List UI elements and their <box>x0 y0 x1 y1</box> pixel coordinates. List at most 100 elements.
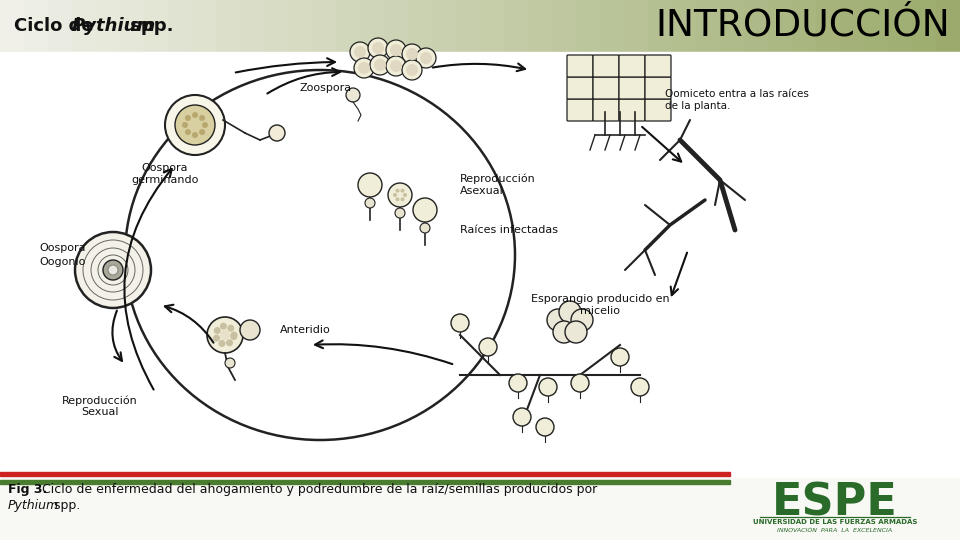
Circle shape <box>199 115 205 121</box>
Bar <box>648 0 673 52</box>
Bar <box>192 0 217 52</box>
Circle shape <box>354 58 374 78</box>
Bar <box>912 0 937 52</box>
Circle shape <box>199 129 205 135</box>
Circle shape <box>225 358 235 368</box>
Text: ESPE: ESPE <box>772 482 898 525</box>
Bar <box>0 52 960 478</box>
Circle shape <box>220 322 227 329</box>
Bar <box>408 0 433 52</box>
FancyBboxPatch shape <box>619 77 645 99</box>
Bar <box>24 0 49 52</box>
Bar <box>0 472 730 476</box>
Circle shape <box>346 88 360 102</box>
Text: Esporangio producido en
micelio: Esporangio producido en micelio <box>531 294 669 316</box>
Bar <box>168 0 193 52</box>
Bar <box>840 0 865 52</box>
FancyBboxPatch shape <box>593 55 619 77</box>
Circle shape <box>513 408 531 426</box>
Bar <box>384 0 409 52</box>
Bar <box>624 0 649 52</box>
Bar <box>48 0 73 52</box>
Circle shape <box>403 193 407 197</box>
Bar <box>744 0 769 52</box>
Circle shape <box>230 332 237 339</box>
Bar <box>576 0 601 52</box>
Circle shape <box>386 56 406 76</box>
Bar <box>888 0 913 52</box>
Text: Oogonio: Oogonio <box>39 257 86 267</box>
Circle shape <box>402 60 422 80</box>
Circle shape <box>611 348 629 366</box>
Text: Zoospora: Zoospora <box>300 83 352 93</box>
Circle shape <box>220 330 230 340</box>
Circle shape <box>219 340 226 347</box>
Circle shape <box>400 188 404 193</box>
Text: Raíces infectadas: Raíces infectadas <box>460 225 558 235</box>
Bar <box>768 0 793 52</box>
Circle shape <box>565 321 587 343</box>
FancyBboxPatch shape <box>619 55 645 77</box>
FancyBboxPatch shape <box>645 99 671 121</box>
Bar <box>504 0 529 52</box>
Bar <box>552 0 577 52</box>
Circle shape <box>354 46 366 58</box>
Circle shape <box>571 309 593 331</box>
Circle shape <box>390 60 402 72</box>
Text: Reproducción
Asexual: Reproducción Asexual <box>460 174 536 196</box>
Circle shape <box>240 320 260 340</box>
Bar <box>0 478 960 540</box>
Bar <box>360 0 385 52</box>
Bar <box>240 0 265 52</box>
Circle shape <box>479 338 497 356</box>
Bar <box>0 480 730 484</box>
Circle shape <box>358 173 382 197</box>
Text: Ciclo de enfermedad del ahogamiento y podredumbre de la raíz/semillas producidos: Ciclo de enfermedad del ahogamiento y po… <box>38 483 597 496</box>
Bar <box>456 0 481 52</box>
Bar <box>528 0 553 52</box>
Bar <box>72 0 97 52</box>
Bar <box>600 0 625 52</box>
Circle shape <box>182 122 188 128</box>
Circle shape <box>370 55 390 75</box>
Bar <box>672 0 697 52</box>
Circle shape <box>406 64 418 76</box>
Bar <box>336 0 361 52</box>
Circle shape <box>374 59 386 71</box>
Text: Oospora
germinando: Oospora germinando <box>132 163 199 185</box>
Circle shape <box>108 265 118 275</box>
Circle shape <box>386 40 406 60</box>
Text: spp.: spp. <box>124 17 174 35</box>
Circle shape <box>388 183 412 207</box>
FancyBboxPatch shape <box>619 99 645 121</box>
Circle shape <box>372 42 384 54</box>
Circle shape <box>175 105 215 145</box>
Circle shape <box>396 197 399 201</box>
Circle shape <box>228 325 234 332</box>
Text: spp.: spp. <box>50 500 81 512</box>
Circle shape <box>390 44 402 56</box>
Circle shape <box>214 327 221 334</box>
Circle shape <box>571 374 589 392</box>
Circle shape <box>226 339 233 346</box>
Circle shape <box>192 112 198 118</box>
FancyBboxPatch shape <box>567 77 593 99</box>
Bar <box>120 0 145 52</box>
Circle shape <box>269 125 285 141</box>
Bar <box>696 0 721 52</box>
Circle shape <box>350 42 370 62</box>
Text: Anteridio: Anteridio <box>280 325 331 335</box>
Circle shape <box>75 232 151 308</box>
Bar <box>480 0 505 52</box>
Text: Ciclo de: Ciclo de <box>14 17 100 35</box>
FancyBboxPatch shape <box>567 99 593 121</box>
Circle shape <box>202 122 208 128</box>
Text: Pythium: Pythium <box>72 17 156 35</box>
Bar <box>288 0 313 52</box>
FancyBboxPatch shape <box>645 77 671 99</box>
Circle shape <box>406 48 418 60</box>
Circle shape <box>451 314 469 332</box>
Text: Fig 3.: Fig 3. <box>8 483 47 496</box>
Circle shape <box>230 333 237 340</box>
Text: INNOVACIÓN  PARA  LA  EXCELENCIA: INNOVACIÓN PARA LA EXCELENCIA <box>778 528 893 533</box>
